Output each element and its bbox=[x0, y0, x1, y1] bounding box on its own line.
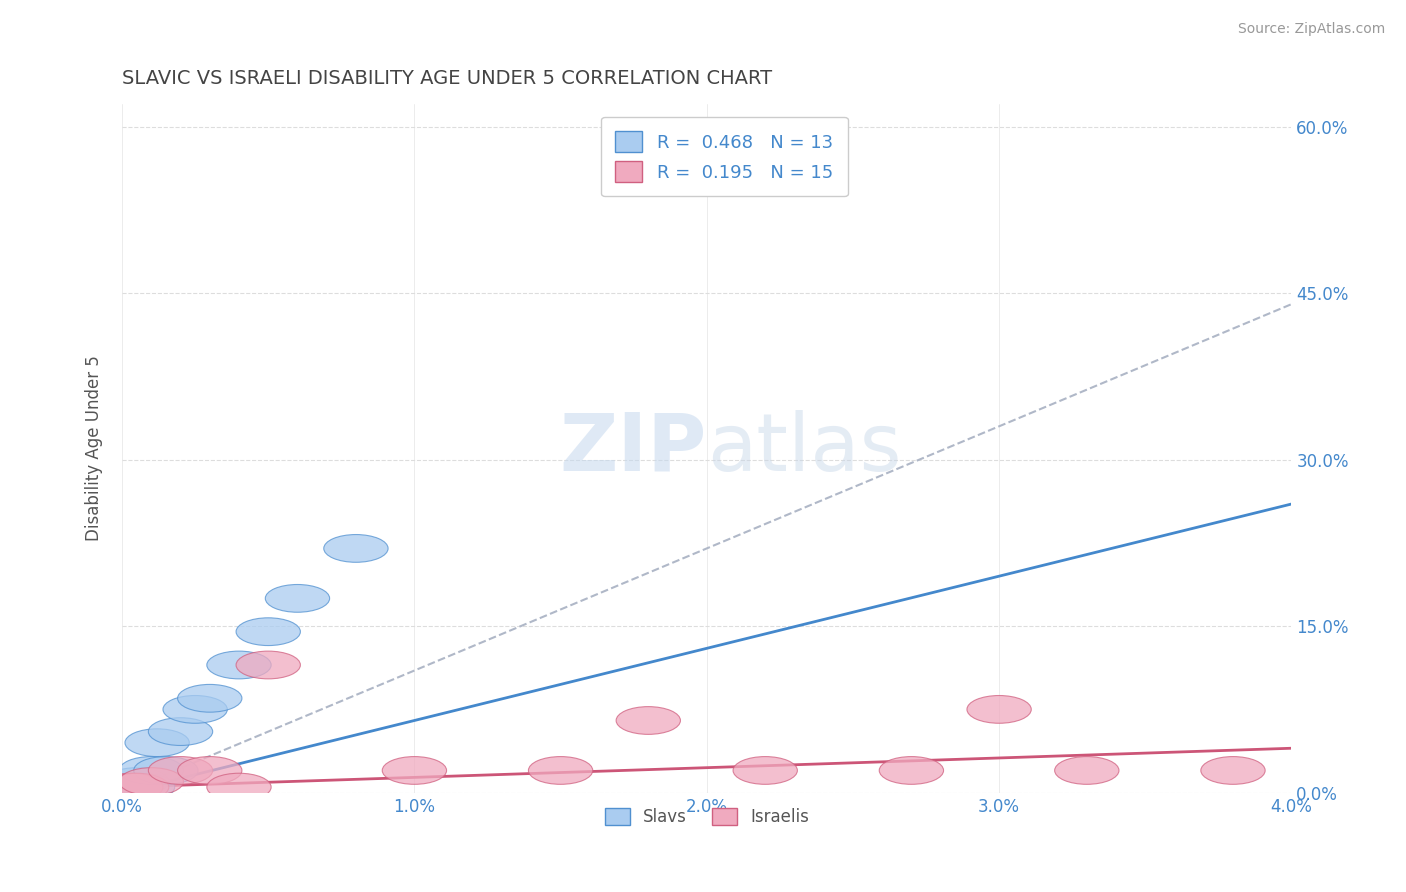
Y-axis label: Disability Age Under 5: Disability Age Under 5 bbox=[86, 356, 103, 541]
Ellipse shape bbox=[1054, 756, 1119, 784]
Ellipse shape bbox=[879, 756, 943, 784]
Ellipse shape bbox=[207, 773, 271, 801]
Ellipse shape bbox=[98, 773, 163, 801]
Legend: Slavs, Israelis: Slavs, Israelis bbox=[598, 801, 815, 832]
Ellipse shape bbox=[236, 618, 301, 646]
Ellipse shape bbox=[529, 756, 593, 784]
Ellipse shape bbox=[236, 651, 301, 679]
Ellipse shape bbox=[266, 584, 329, 612]
Ellipse shape bbox=[207, 651, 271, 679]
Ellipse shape bbox=[98, 773, 163, 801]
Text: atlas: atlas bbox=[707, 409, 901, 488]
Ellipse shape bbox=[125, 729, 190, 756]
Ellipse shape bbox=[163, 696, 228, 723]
Ellipse shape bbox=[616, 706, 681, 734]
Text: ZIP: ZIP bbox=[560, 409, 707, 488]
Ellipse shape bbox=[1201, 756, 1265, 784]
Ellipse shape bbox=[967, 696, 1031, 723]
Ellipse shape bbox=[323, 534, 388, 562]
Ellipse shape bbox=[177, 756, 242, 784]
Ellipse shape bbox=[733, 756, 797, 784]
Ellipse shape bbox=[110, 773, 174, 801]
Ellipse shape bbox=[149, 718, 212, 746]
Ellipse shape bbox=[382, 756, 447, 784]
Text: SLAVIC VS ISRAELI DISABILITY AGE UNDER 5 CORRELATION CHART: SLAVIC VS ISRAELI DISABILITY AGE UNDER 5… bbox=[122, 69, 772, 87]
Ellipse shape bbox=[149, 756, 212, 784]
Ellipse shape bbox=[134, 756, 198, 784]
Ellipse shape bbox=[104, 773, 169, 801]
Ellipse shape bbox=[177, 684, 242, 712]
Ellipse shape bbox=[120, 756, 183, 784]
Text: Source: ZipAtlas.com: Source: ZipAtlas.com bbox=[1237, 22, 1385, 37]
Ellipse shape bbox=[104, 768, 169, 796]
Ellipse shape bbox=[120, 768, 183, 796]
